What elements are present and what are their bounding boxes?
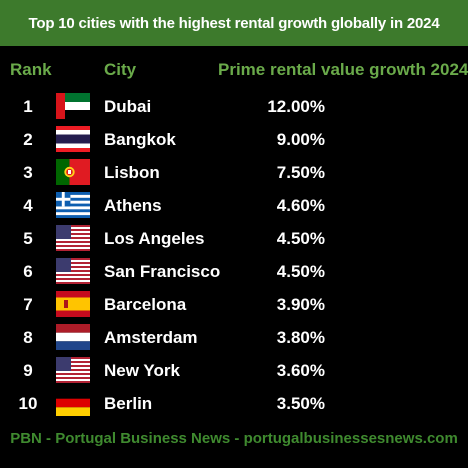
title-bar: Top 10 cities with the highest rental gr… <box>0 0 468 46</box>
page-title: Top 10 cities with the highest rental gr… <box>28 14 440 32</box>
rank-cell: 5 <box>23 229 33 248</box>
city-cell: Barcelona <box>104 295 187 314</box>
table-row: 9 New York 3.60% <box>0 357 468 385</box>
city-cell: Berlin <box>104 394 153 413</box>
rank-cell: 8 <box>23 328 33 347</box>
rank-cell: 10 <box>18 394 38 413</box>
city-cell: Los Angeles <box>104 229 205 248</box>
growth-value-cell: 3.90% <box>276 295 325 314</box>
spain-flag-icon <box>56 291 90 317</box>
table-row: 6 San Francisco 4.50% <box>0 258 468 286</box>
table-row: 1 Dubai 12.00% <box>0 93 468 121</box>
city-cell: San Francisco <box>104 262 221 281</box>
rank-column-header: Rank <box>10 60 52 79</box>
city-cell: Dubai <box>104 97 152 116</box>
growth-column-header: Prime rental value growth 2024 <box>218 60 468 79</box>
table-row: 7 Barcelona 3.90% <box>0 291 468 319</box>
city-cell: Athens <box>104 196 162 215</box>
uae-flag-icon <box>56 93 90 119</box>
netherlands-flag-icon <box>56 324 90 350</box>
growth-value-cell: 9.00% <box>276 130 325 149</box>
growth-value-cell: 12.00% <box>267 97 325 116</box>
growth-value-cell: 3.60% <box>276 361 325 380</box>
thailand-flag-icon <box>56 126 90 152</box>
table-row: 3 Lisbon 7.50% <box>0 159 468 187</box>
table-row: 4 Athens 4.60% <box>0 192 468 220</box>
rank-cell: 2 <box>23 130 33 149</box>
rank-cell: 7 <box>23 295 33 314</box>
rank-cell: 3 <box>23 163 33 182</box>
growth-value-cell: 4.60% <box>276 196 325 215</box>
usa-flag-icon <box>56 258 90 284</box>
usa-flag-icon <box>56 225 90 251</box>
city-column-header: City <box>104 60 137 79</box>
city-cell: Lisbon <box>104 163 160 182</box>
portugal-flag-icon <box>56 159 90 185</box>
table-row: 5 Los Angeles 4.50% <box>0 225 468 253</box>
growth-value-cell: 3.50% <box>276 394 325 413</box>
footer-credit: PBN - Portugal Business News - portugalb… <box>10 430 458 447</box>
growth-value-cell: 3.80% <box>276 328 325 347</box>
greece-flag-icon <box>56 192 90 218</box>
city-cell: Bangkok <box>104 130 176 149</box>
germany-flag-icon <box>56 390 90 416</box>
table-row: 10 Berlin 3.50% <box>0 390 468 418</box>
city-cell: New York <box>104 361 180 380</box>
growth-value-cell: 4.50% <box>276 262 325 281</box>
rank-cell: 4 <box>23 196 33 215</box>
table-row: 2 Bangkok 9.00% <box>0 126 468 154</box>
usa-flag-icon <box>56 357 90 383</box>
rank-cell: 6 <box>23 262 33 281</box>
rank-cell: 1 <box>23 97 33 116</box>
city-cell: Amsterdam <box>104 328 198 347</box>
growth-value-cell: 4.50% <box>276 229 325 248</box>
growth-value-cell: 7.50% <box>276 163 325 182</box>
table-row: 8 Amsterdam 3.80% <box>0 324 468 352</box>
rank-cell: 9 <box>23 361 33 380</box>
